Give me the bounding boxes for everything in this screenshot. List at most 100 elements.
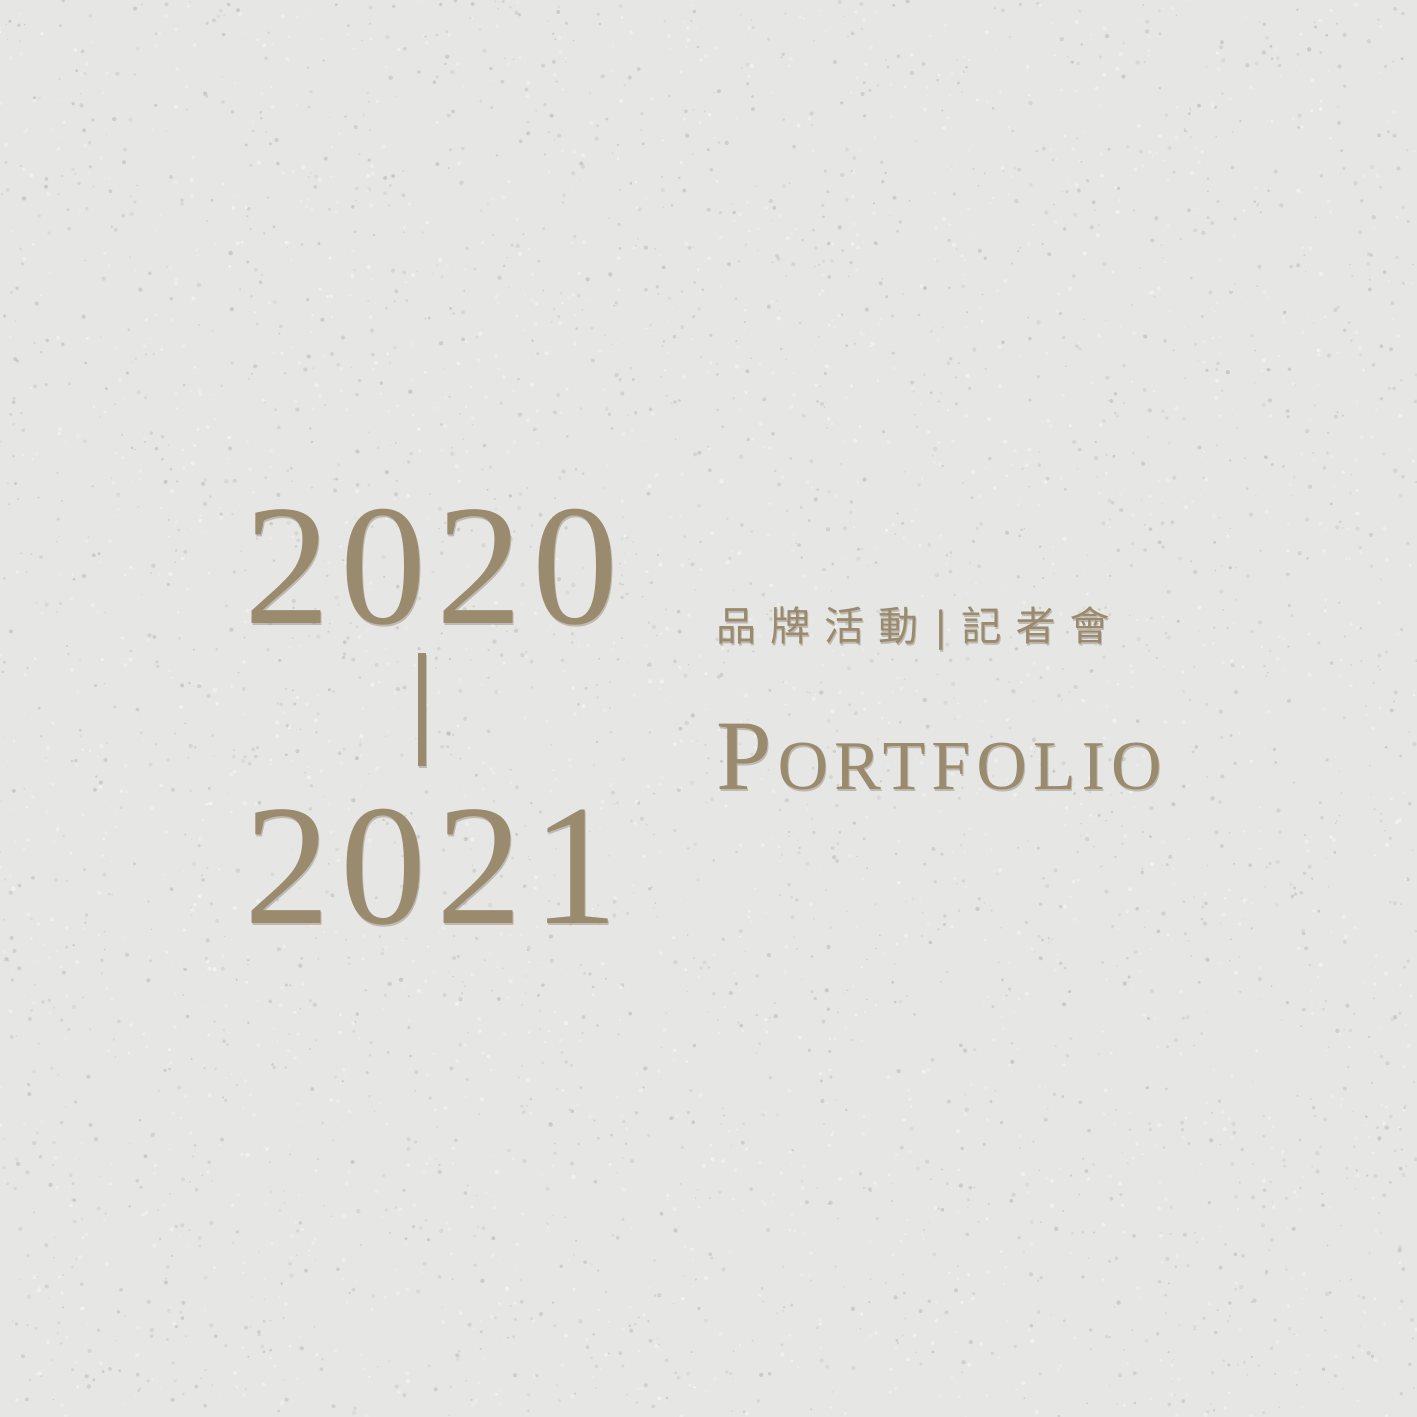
paper-speck bbox=[1008, 35, 1011, 38]
paper-speck bbox=[572, 39, 575, 42]
paper-speck bbox=[763, 1017, 768, 1022]
paper-speck bbox=[728, 1250, 731, 1254]
paper-speck bbox=[1094, 440, 1097, 444]
paper-speck bbox=[189, 789, 192, 792]
paper-speck bbox=[53, 1006, 56, 1009]
paper-speck bbox=[946, 1182, 949, 1186]
paper-speck bbox=[475, 335, 479, 339]
paper-speck bbox=[3, 737, 5, 739]
paper-speck bbox=[71, 167, 75, 172]
paper-speck bbox=[1315, 1169, 1320, 1174]
paper-speck bbox=[652, 792, 655, 795]
paper-speck bbox=[629, 1328, 634, 1333]
paper-speck bbox=[47, 955, 52, 960]
paper-speck bbox=[188, 1131, 193, 1135]
paper-speck bbox=[1143, 183, 1146, 186]
paper-speck bbox=[682, 608, 684, 611]
paper-speck bbox=[1141, 867, 1144, 870]
paper-speck bbox=[621, 583, 624, 586]
paper-speck bbox=[82, 1379, 85, 1382]
paper-speck bbox=[75, 1278, 78, 1281]
paper-speck bbox=[112, 1038, 115, 1041]
paper-speck bbox=[81, 573, 87, 579]
paper-speck bbox=[424, 35, 427, 38]
paper-speck bbox=[1219, 414, 1222, 417]
paper-speck bbox=[37, 1287, 42, 1293]
paper-speck bbox=[936, 673, 939, 676]
paper-speck bbox=[205, 802, 209, 806]
paper-speck bbox=[220, 966, 225, 971]
paper-speck bbox=[1123, 834, 1128, 838]
paper-speck bbox=[508, 979, 513, 984]
paper-speck bbox=[31, 1001, 36, 1006]
paper-speck bbox=[519, 1278, 523, 1282]
paper-speck bbox=[1374, 1050, 1377, 1053]
paper-speck bbox=[626, 1393, 628, 1396]
paper-speck bbox=[1260, 645, 1264, 649]
paper-speck bbox=[1393, 690, 1398, 695]
paper-speck bbox=[964, 1094, 967, 1096]
paper-speck bbox=[121, 213, 126, 218]
paper-speck bbox=[936, 260, 938, 262]
paper-speck bbox=[1, 193, 3, 196]
paper-speck bbox=[553, 633, 556, 636]
paper-speck bbox=[844, 1026, 848, 1030]
paper-speck bbox=[401, 939, 403, 942]
paper-speck bbox=[1042, 576, 1045, 580]
paper-speck bbox=[1290, 614, 1294, 617]
paper-speck bbox=[950, 1376, 954, 1380]
paper-speck bbox=[1269, 414, 1272, 418]
paper-speck bbox=[1344, 556, 1349, 561]
paper-speck bbox=[950, 72, 955, 76]
paper-speck bbox=[443, 1105, 448, 1110]
paper-speck bbox=[284, 983, 288, 987]
paper-speck bbox=[1212, 1408, 1216, 1412]
paper-speck bbox=[341, 559, 345, 562]
paper-speck bbox=[357, 601, 360, 603]
paper-speck bbox=[696, 268, 700, 272]
paper-speck bbox=[862, 334, 865, 337]
paper-speck bbox=[1046, 418, 1050, 423]
paper-speck bbox=[1183, 504, 1189, 510]
paper-speck bbox=[528, 960, 531, 964]
paper-speck bbox=[490, 106, 494, 110]
paper-speck bbox=[355, 199, 357, 202]
paper-speck bbox=[1337, 64, 1342, 69]
paper-speck bbox=[0, 440, 2, 443]
paper-speck bbox=[954, 1331, 957, 1334]
paper-speck bbox=[1020, 528, 1024, 532]
paper-speck bbox=[915, 1166, 921, 1171]
paper-speck bbox=[749, 582, 753, 585]
paper-speck bbox=[721, 1159, 726, 1164]
paper-speck bbox=[350, 1159, 355, 1165]
paper-speck bbox=[353, 124, 358, 130]
paper-speck bbox=[952, 851, 954, 854]
paper-speck bbox=[1250, 1300, 1254, 1304]
paper-speck bbox=[313, 718, 318, 723]
paper-speck bbox=[732, 396, 736, 400]
paper-speck bbox=[1384, 1125, 1389, 1130]
paper-speck bbox=[219, 512, 223, 516]
paper-speck bbox=[1279, 75, 1282, 78]
paper-speck bbox=[1296, 263, 1301, 268]
paper-speck bbox=[1121, 842, 1124, 845]
paper-speck bbox=[193, 745, 197, 749]
paper-speck bbox=[1145, 643, 1148, 647]
paper-speck bbox=[1333, 307, 1338, 313]
paper-speck bbox=[1200, 315, 1204, 318]
paper-speck bbox=[320, 1121, 324, 1125]
paper-speck bbox=[327, 116, 329, 119]
paper-speck bbox=[966, 206, 972, 212]
paper-speck bbox=[295, 1254, 298, 1257]
paper-speck bbox=[519, 116, 521, 119]
paper-speck bbox=[298, 524, 302, 528]
paper-speck bbox=[9, 290, 13, 294]
paper-speck bbox=[1262, 1204, 1266, 1209]
paper-speck bbox=[339, 545, 342, 548]
paper-speck bbox=[1411, 459, 1416, 463]
paper-speck bbox=[1100, 708, 1103, 710]
paper-speck bbox=[0, 102, 2, 106]
paper-speck bbox=[516, 1, 519, 4]
paper-speck bbox=[221, 1096, 225, 1099]
paper-speck bbox=[1110, 794, 1112, 796]
